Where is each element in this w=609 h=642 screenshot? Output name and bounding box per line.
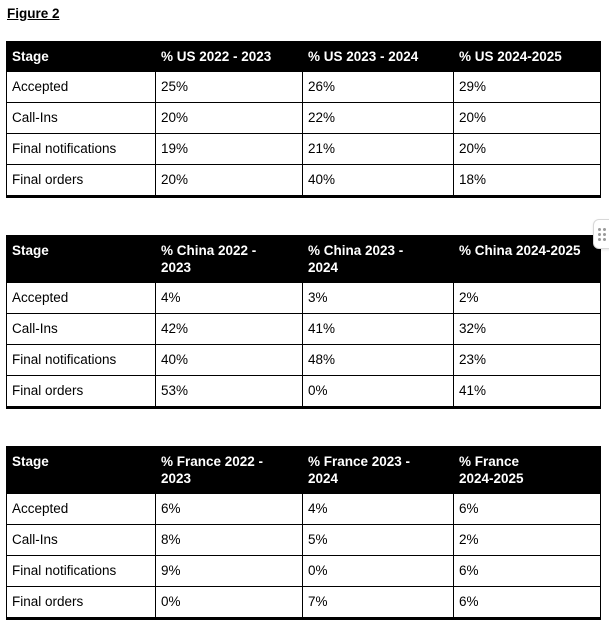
value-cell: 20% xyxy=(453,102,601,134)
stage-cell: Final notifications xyxy=(6,555,156,587)
value-cell: 42% xyxy=(155,313,303,345)
value-cell: 0% xyxy=(302,375,454,408)
stage-cell: Final orders xyxy=(6,375,156,408)
stage-cell: Call-Ins xyxy=(6,102,156,134)
value-cell: 21% xyxy=(302,133,454,165)
table-header-row: Stage % France 2022 - 2023 % France 2023… xyxy=(6,446,601,494)
drag-handle-icon xyxy=(598,227,606,241)
table-row: Call-Ins 42% 41% 32% xyxy=(6,313,601,345)
value-cell: 48% xyxy=(302,344,454,376)
figure-title: Figure 2 xyxy=(7,6,60,21)
value-cell: 26% xyxy=(302,71,454,103)
column-header: % US 2023 - 2024 xyxy=(302,41,454,72)
table-row: Accepted 25% 26% 29% xyxy=(6,71,601,103)
value-cell: 20% xyxy=(453,133,601,165)
table-row: Final orders 53% 0% 41% xyxy=(6,375,601,408)
table-row: Final notifications 9% 0% 6% xyxy=(6,555,601,587)
value-cell: 29% xyxy=(453,71,601,103)
table-row: Call-Ins 20% 22% 20% xyxy=(6,102,601,134)
column-header: % France 2023 - 2024 xyxy=(302,446,454,494)
table-header-row: Stage % China 2022 - 2023 % China 2023 -… xyxy=(6,235,601,283)
table-row: Accepted 6% 4% 6% xyxy=(6,493,601,525)
stage-cell: Final notifications xyxy=(6,344,156,376)
table-row: Final notifications 40% 48% 23% xyxy=(6,344,601,376)
value-cell: 18% xyxy=(453,164,601,197)
value-cell: 6% xyxy=(453,493,601,525)
value-cell: 4% xyxy=(302,493,454,525)
stage-cell: Accepted xyxy=(6,493,156,525)
table-row: Accepted 4% 3% 2% xyxy=(6,282,601,314)
table-france: Stage % France 2022 - 2023 % France 2023… xyxy=(6,446,601,620)
value-cell: 40% xyxy=(302,164,454,197)
value-cell: 6% xyxy=(155,493,303,525)
stage-cell: Final notifications xyxy=(6,133,156,165)
value-cell: 9% xyxy=(155,555,303,587)
value-cell: 6% xyxy=(453,555,601,587)
value-cell: 3% xyxy=(302,282,454,314)
value-cell: 20% xyxy=(155,102,303,134)
value-cell: 5% xyxy=(302,524,454,556)
value-cell: 0% xyxy=(155,586,303,619)
column-header-stage: Stage xyxy=(6,446,156,494)
value-cell: 41% xyxy=(453,375,601,408)
value-cell: 8% xyxy=(155,524,303,556)
column-header-stage: Stage xyxy=(6,41,156,72)
value-cell: 53% xyxy=(155,375,303,408)
value-cell: 41% xyxy=(302,313,454,345)
table-row: Final orders 0% 7% 6% xyxy=(6,586,601,619)
value-cell: 4% xyxy=(155,282,303,314)
value-cell: 25% xyxy=(155,71,303,103)
value-cell: 23% xyxy=(453,344,601,376)
stage-cell: Final orders xyxy=(6,164,156,197)
stage-cell: Call-Ins xyxy=(6,313,156,345)
table-us: Stage % US 2022 - 2023 % US 2023 - 2024 … xyxy=(6,41,601,198)
table-drag-handle[interactable] xyxy=(593,219,609,249)
column-header: % US 2024-2025 xyxy=(453,41,601,72)
value-cell: 2% xyxy=(453,524,601,556)
value-cell: 7% xyxy=(302,586,454,619)
column-header: % China 2024-2025 xyxy=(453,235,601,283)
value-cell: 6% xyxy=(453,586,601,619)
stage-cell: Accepted xyxy=(6,71,156,103)
column-header: % US 2022 - 2023 xyxy=(155,41,303,72)
table-header-row: Stage % US 2022 - 2023 % US 2023 - 2024 … xyxy=(6,41,601,72)
document-page: Figure 2 Stage % US 2022 - 2023 % US 202… xyxy=(6,6,601,620)
table-row: Call-Ins 8% 5% 2% xyxy=(6,524,601,556)
value-cell: 40% xyxy=(155,344,303,376)
value-cell: 22% xyxy=(302,102,454,134)
value-cell: 32% xyxy=(453,313,601,345)
stage-cell: Accepted xyxy=(6,282,156,314)
stage-cell: Call-Ins xyxy=(6,524,156,556)
column-header: % China 2022 - 2023 xyxy=(155,235,303,283)
column-header: % France 2024-2025 xyxy=(453,446,601,494)
value-cell: 0% xyxy=(302,555,454,587)
value-cell: 2% xyxy=(453,282,601,314)
column-header-stage: Stage xyxy=(6,235,156,283)
column-header: % France 2022 - 2023 xyxy=(155,446,303,494)
value-cell: 20% xyxy=(155,164,303,197)
table-china: Stage % China 2022 - 2023 % China 2023 -… xyxy=(6,235,601,409)
stage-cell: Final orders xyxy=(6,586,156,619)
column-header: % China 2023 - 2024 xyxy=(302,235,454,283)
table-row: Final notifications 19% 21% 20% xyxy=(6,133,601,165)
table-row: Final orders 20% 40% 18% xyxy=(6,164,601,197)
value-cell: 19% xyxy=(155,133,303,165)
